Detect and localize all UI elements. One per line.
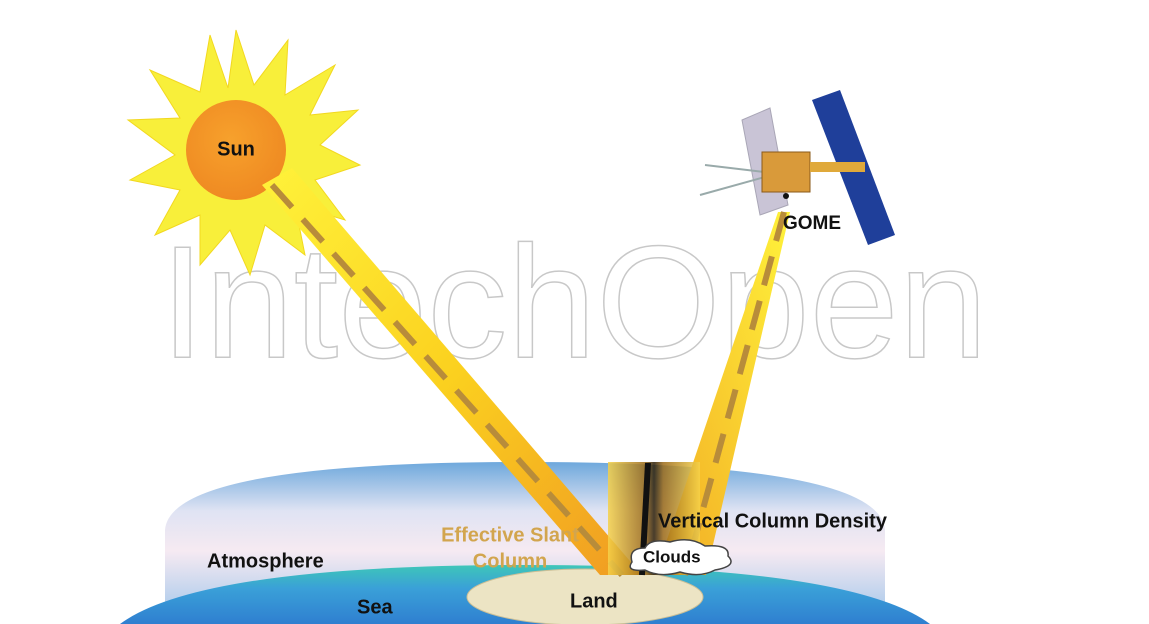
atmosphere-label: Atmosphere (207, 550, 324, 572)
diagram: IntechOpen Sun GOME Effective Slant Colu… (0, 0, 1149, 624)
sun-label: Sun (217, 138, 255, 160)
vertical-column-label: Vertical Column Density (658, 510, 888, 532)
land-label: Land (570, 590, 618, 612)
instrument-label: GOME (783, 213, 841, 234)
slant-column-label: Effective Slant (441, 524, 579, 546)
sea-label: Sea (357, 596, 393, 618)
slant-column-label: Column (473, 550, 547, 572)
clouds-label: Clouds (643, 547, 701, 566)
